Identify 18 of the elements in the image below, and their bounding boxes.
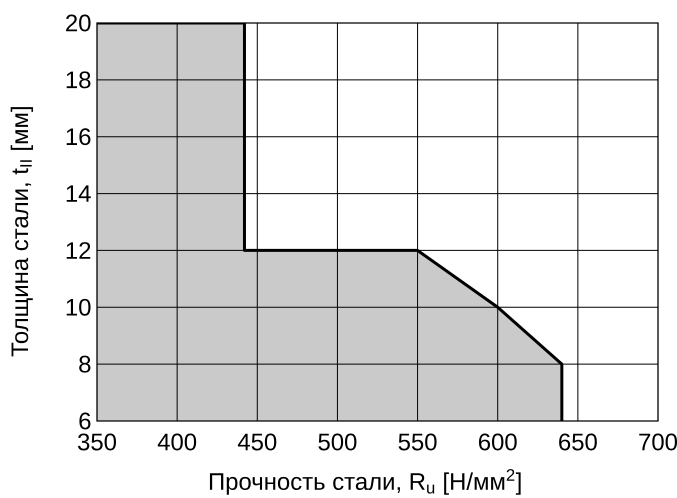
y-tick-label: 10 [66,298,91,316]
x-tick-label: 450 [238,434,276,450]
y-axis-title: Толщина стали, t$_{II}$ [мм] [10,107,33,356]
x-tick-label: 650 [559,434,597,450]
x-tick-label: 600 [478,434,517,450]
y-tick-label: 12 [66,242,90,259]
y-tick-label: 14 [66,185,91,202]
x-axis-title: Прочность стали, R$_{u}$ [Н/мм$^{2}$] [210,469,521,495]
x-tick-label: 400 [158,434,196,450]
y-tick-label: 6 [79,412,90,430]
y-tick-label: 16 [66,128,90,146]
x-tick-label: 350 [78,434,116,450]
y-tick-label: 8 [79,356,90,373]
x-tick-label: 550 [398,434,437,450]
y-tick-label: 20 [66,14,91,32]
y-tick-label: 18 [66,71,90,88]
x-tick-label: 700 [639,434,677,450]
x-tick-label: 500 [318,434,356,450]
